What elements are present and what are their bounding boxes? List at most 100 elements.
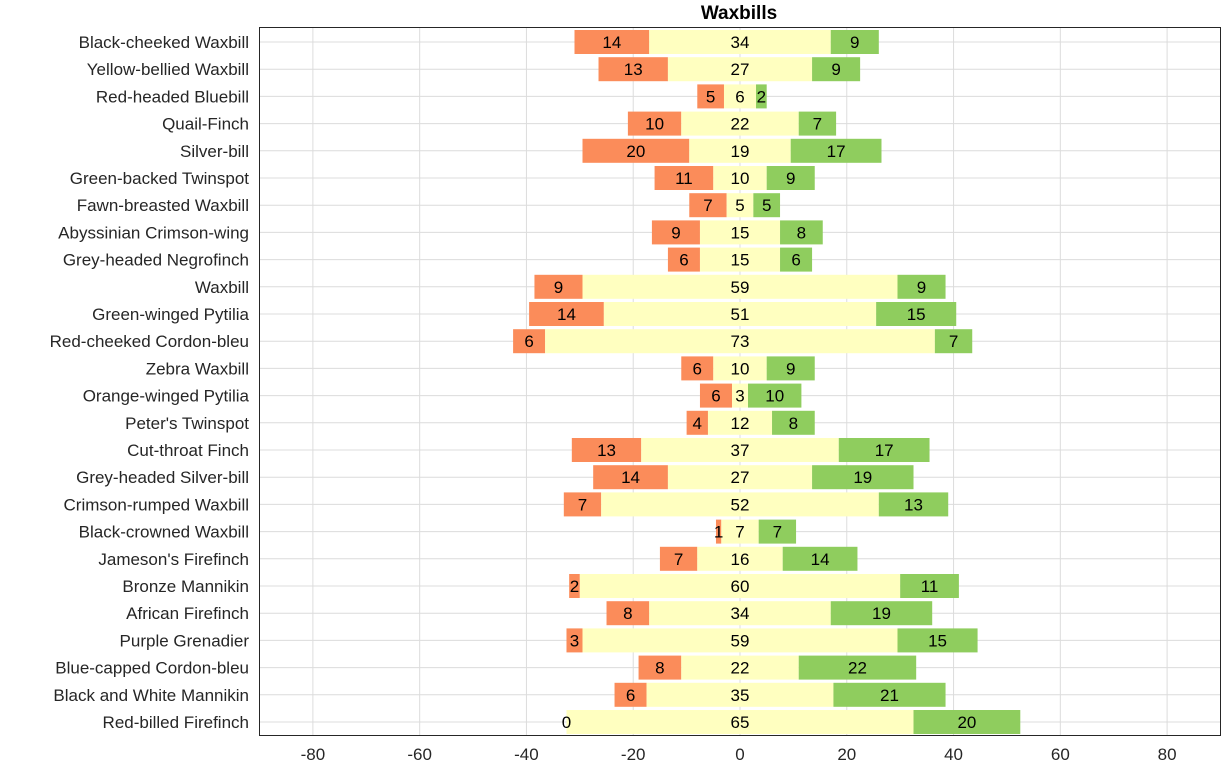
data-label-left: 7: [674, 550, 683, 569]
data-label-right: 19: [872, 604, 891, 623]
data-label-center: 27: [731, 468, 750, 487]
bar-center-segment: [603, 302, 877, 326]
data-label-left: 8: [623, 604, 632, 623]
data-label-center: 15: [731, 251, 750, 270]
data-label-center: 60: [731, 577, 750, 596]
data-label-left: 3: [570, 631, 579, 650]
data-label-left: 9: [554, 278, 563, 297]
category-labels-layer: Black-cheeked Waxbill Yellow-bellied Waxb…: [50, 33, 250, 732]
bar-left-segment: [574, 30, 650, 54]
data-label-left: 6: [693, 359, 702, 378]
bar-left-segment: [571, 438, 642, 462]
x-tick-label: 40: [944, 745, 963, 764]
category-label: Abyssinian Crimson-wing: [58, 223, 249, 242]
bar-right-segment: [830, 601, 933, 626]
bar-center-segment: [545, 329, 935, 354]
data-label-center: 65: [731, 713, 750, 732]
data-label-left: 13: [624, 60, 643, 79]
bar-left-segment: [582, 138, 690, 163]
data-label-right: 9: [850, 33, 859, 52]
bar-left-segment: [529, 302, 604, 326]
bar-right-segment: [913, 710, 1021, 734]
data-label-left: 8: [655, 659, 664, 678]
data-label-center: 73: [731, 332, 750, 351]
bar-center-segment: [723, 84, 757, 109]
data-label-right: 6: [791, 251, 800, 270]
bar-center-segment: [699, 247, 781, 272]
data-label-center: 22: [731, 659, 750, 678]
chart-title: Waxbills: [701, 3, 777, 24]
category-label: Green-winged Pytilia: [92, 305, 249, 324]
category-label: Silver-bill: [180, 142, 249, 161]
bar-right-segment: [833, 682, 946, 707]
bar-center-segment: [699, 220, 781, 245]
data-label-right: 13: [904, 495, 923, 514]
bar-center-segment: [601, 492, 879, 517]
data-label-left: 6: [626, 686, 635, 705]
data-label-left: 14: [621, 468, 640, 487]
bar-right-segment: [753, 193, 781, 218]
bar-center-segment: [649, 601, 831, 626]
data-label-right: 7: [949, 332, 958, 351]
data-label-right: 15: [907, 305, 926, 324]
category-label: Jameson's Firefinch: [98, 550, 249, 569]
bar-left-segment: [593, 465, 668, 490]
data-label-left: 10: [645, 115, 664, 134]
bar-center-segment: [667, 465, 813, 490]
x-tick-label: -80: [301, 745, 326, 764]
bar-left-segment: [598, 57, 668, 82]
data-label-right: 14: [811, 550, 830, 569]
data-label-right: 21: [880, 686, 899, 705]
category-label: Red-headed Bluebill: [96, 87, 249, 106]
data-label-right: 7: [773, 523, 782, 542]
data-label-left: 0: [562, 713, 571, 732]
bar-right-segment: [830, 30, 879, 54]
x-tick-label: 80: [1158, 745, 1177, 764]
bar-right-segment: [838, 438, 930, 462]
data-label-right: 9: [917, 278, 926, 297]
x-tick-label: -20: [621, 745, 646, 764]
category-label: Grey-headed Silver-bill: [76, 468, 249, 487]
data-label-center: 59: [731, 278, 750, 297]
category-label: Black-crowned Waxbill: [79, 523, 249, 542]
category-label: Quail-Finch: [162, 115, 249, 134]
bar-right-segment: [790, 138, 882, 163]
data-label-center: 15: [731, 223, 750, 242]
x-tick-labels-layer: -80 -60 -40 -20 0 20 40 60 80: [301, 745, 1177, 764]
data-label-right: 5: [762, 196, 771, 215]
bar-right-segment: [876, 302, 957, 326]
bar-center-segment: [713, 356, 767, 381]
bar-right-segment: [782, 546, 858, 571]
data-label-center: 34: [731, 604, 750, 623]
bar-left-segment: [689, 193, 727, 218]
category-label: Orange-winged Pytilia: [83, 387, 250, 406]
data-label-center: 52: [731, 495, 750, 514]
data-label-right: 8: [789, 414, 798, 433]
data-label-left: 1: [714, 523, 723, 542]
data-label-left: 6: [524, 332, 533, 351]
data-label-right: 20: [957, 713, 976, 732]
data-label-right: 22: [848, 659, 867, 678]
category-label: Peter's Twinspot: [125, 414, 249, 433]
data-label-center: 22: [731, 115, 750, 134]
bar-left-segment: [681, 356, 714, 381]
bar-left-segment: [686, 410, 708, 435]
bar-left-segment: [697, 84, 724, 109]
bar-left-segment: [699, 383, 732, 408]
bar-left-segment: [667, 247, 700, 272]
plot-area-frame: [259, 27, 1221, 736]
category-label: Black and White Mannikin: [53, 686, 249, 705]
data-label-center: 5: [735, 196, 744, 215]
data-label-center: 35: [731, 686, 750, 705]
data-label-left: 6: [679, 251, 688, 270]
data-label-center: 19: [731, 142, 750, 161]
x-tick-label: 0: [735, 745, 744, 764]
category-label: Crimson-rumped Waxbill: [64, 495, 249, 514]
bar-left-segment: [627, 111, 682, 136]
bar-left-segment: [534, 274, 583, 299]
data-label-center: 34: [731, 33, 750, 52]
bar-center-segment: [726, 193, 754, 218]
bar-left-segment: [569, 574, 580, 598]
